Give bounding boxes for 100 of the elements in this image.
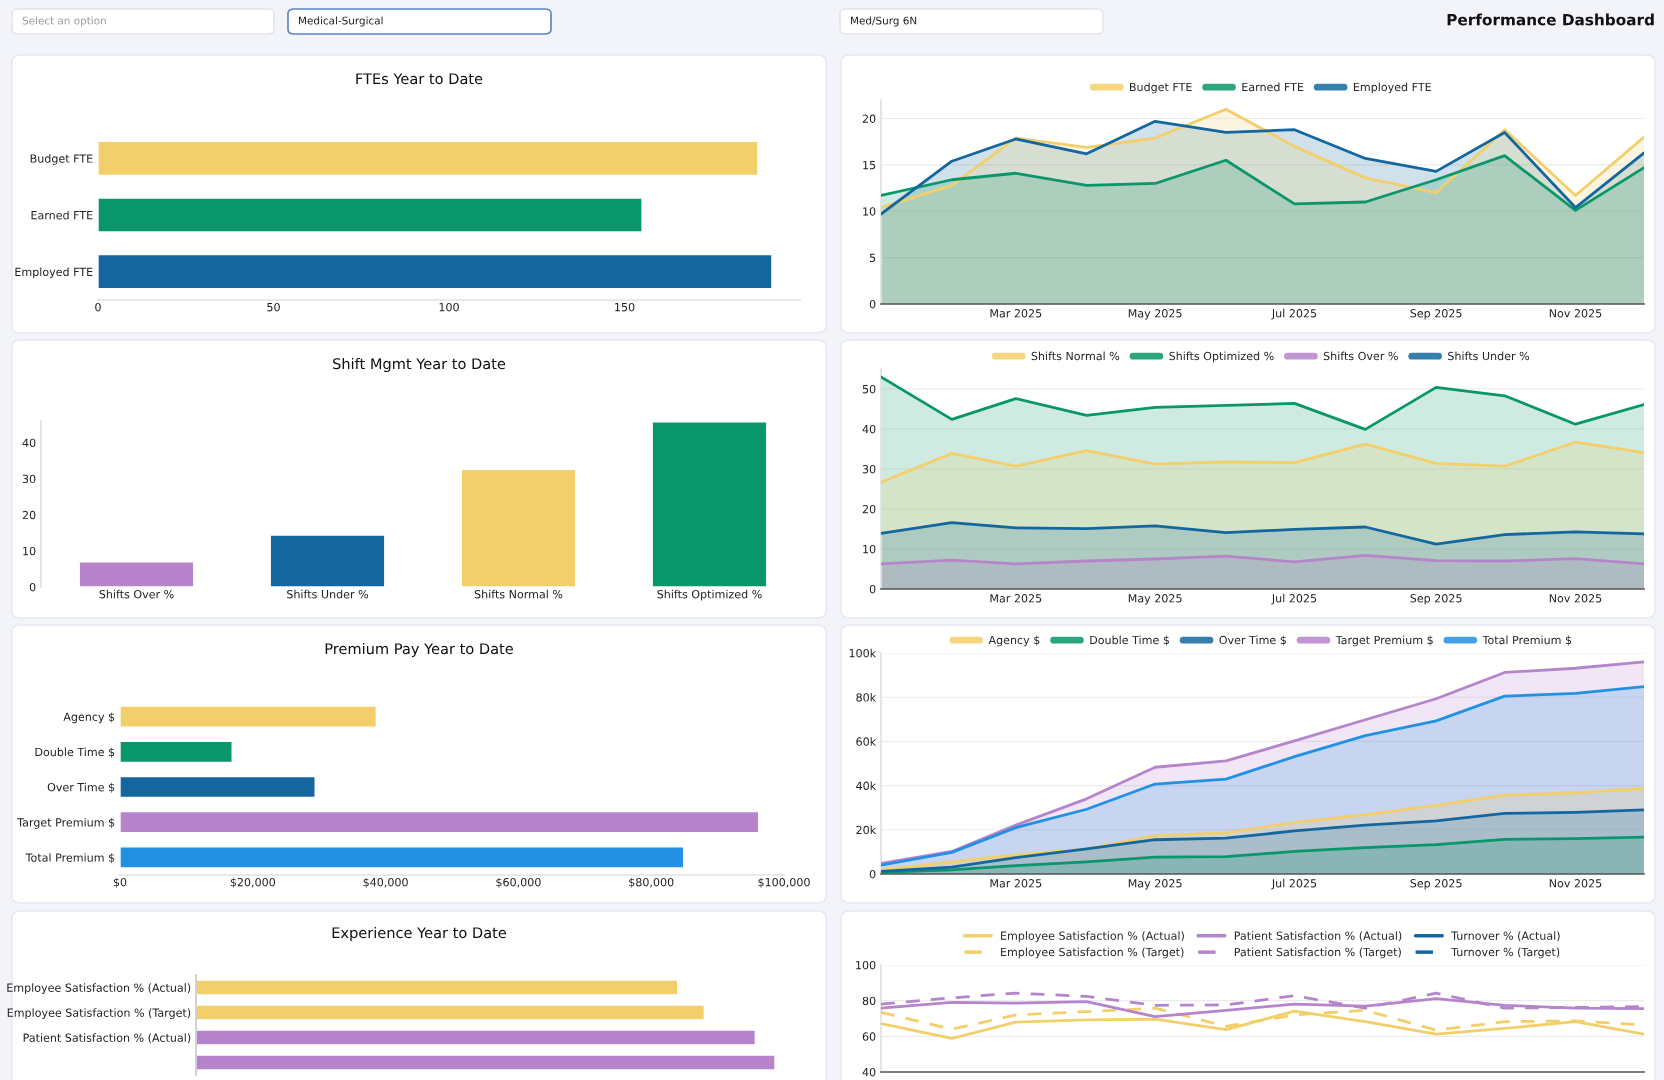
- y-tick-label: 80: [862, 996, 876, 1006]
- y-tick-label: Target Premium $: [17, 817, 115, 829]
- legend-label: Target Premium $: [1335, 635, 1433, 647]
- y-tick-label: 10: [23, 546, 36, 556]
- x-tick-label: Jul 2025: [1271, 878, 1317, 890]
- x-tick-label: $80,000: [629, 877, 674, 888]
- legend-label: Shifts Over %: [1323, 351, 1398, 361]
- legend-label: Employed FTE: [1353, 82, 1431, 94]
- bar: [120, 810, 760, 834]
- bar: [460, 468, 577, 587]
- y-tick-label: Double Time $: [35, 747, 115, 758]
- y-tick-label: 50: [862, 384, 876, 394]
- bar: [98, 253, 773, 290]
- y-tick-label: Employee Satisfaction % (Target): [7, 1008, 191, 1020]
- legend-label: Agency $: [988, 635, 1040, 647]
- x-tick-label: Sep 2025: [1410, 594, 1462, 605]
- text: Med/Surg 6N: [851, 16, 917, 27]
- x-tick-label: Mar 2025: [990, 309, 1042, 318]
- y-tick-label: 30: [862, 464, 876, 474]
- y-tick-label: 20k: [856, 825, 877, 835]
- y-tick-label: Employee Satisfaction % (Actual): [7, 983, 191, 995]
- y-tick-label: Earned FTE: [31, 210, 93, 220]
- line-series: [881, 1009, 1644, 1040]
- y-tick-label: 20: [862, 504, 876, 514]
- x-tick-label: 100: [439, 302, 459, 312]
- legend-label: Shifts Under %: [1448, 351, 1530, 361]
- x-tick-label: Shifts Optimized %: [657, 589, 762, 601]
- legend-label: Patient Satisfaction % (Actual): [1234, 931, 1402, 942]
- y-tick-label: 60k: [856, 737, 877, 746]
- x-tick-label: Nov 2025: [1549, 594, 1602, 603]
- x-tick-label: May 2025: [1128, 594, 1182, 605]
- legend-label: Patient Satisfaction % (Target): [1234, 947, 1401, 959]
- y-tick-label: Agency $: [63, 712, 115, 724]
- chart-title: Shift Mgmt Year to Date: [333, 357, 506, 373]
- x-tick-label: 150: [615, 302, 635, 312]
- bar: [120, 740, 233, 764]
- bar: [120, 775, 316, 799]
- legend-label: Employee Satisfaction % (Target): [1001, 947, 1184, 959]
- chart-title: FTEs Year to Date: [356, 73, 483, 85]
- legend-label: Shifts Optimized %: [1169, 351, 1274, 363]
- y-tick-label: Budget FTE: [30, 154, 93, 165]
- x-tick-label: $0: [113, 877, 127, 888]
- y-tick-label: 100k: [849, 648, 877, 658]
- y-tick-label: 10: [863, 207, 876, 216]
- legend-label: Over Time $: [1219, 635, 1286, 646]
- x-tick-label: 50: [267, 302, 280, 312]
- y-tick-label: 20: [862, 114, 876, 123]
- x-tick-label: May 2025: [1128, 879, 1182, 890]
- x-tick-label: $60,000: [496, 877, 541, 888]
- x-tick-label: Sep 2025: [1410, 879, 1462, 890]
- y-tick-label: 40: [862, 424, 876, 434]
- chart-title: Premium Pay Year to Date: [325, 642, 513, 658]
- y-tick-label: Patient Satisfaction % (Actual): [23, 1033, 191, 1044]
- x-tick-label: Nov 2025: [1549, 879, 1602, 888]
- legend-label: Employee Satisfaction % (Actual): [1001, 931, 1184, 943]
- y-tick-label: 15: [863, 161, 876, 170]
- x-tick-label: $100,000: [758, 877, 810, 888]
- bar: [98, 197, 643, 233]
- x-tick-label: Mar 2025: [990, 879, 1042, 888]
- x-tick-label: Nov 2025: [1549, 309, 1602, 318]
- y-tick-label: 60: [862, 1032, 876, 1041]
- text: Performance Dashboard: [1447, 13, 1654, 26]
- chart-title: Experience Year to Date: [332, 926, 507, 942]
- text: Select an option: [22, 16, 106, 27]
- x-tick-label: $20,000: [230, 877, 276, 888]
- y-tick-label: 40: [862, 1067, 876, 1077]
- y-tick-label: Total Premium $: [25, 853, 115, 864]
- legend-label: Total Premium $: [1482, 635, 1572, 646]
- y-tick-label: 20: [22, 510, 36, 520]
- x-tick-label: $40,000: [363, 877, 408, 888]
- bar: [269, 534, 386, 587]
- legend-label: Earned FTE: [1242, 82, 1304, 92]
- bar: [120, 846, 685, 869]
- y-tick-label: Over Time $: [47, 782, 115, 793]
- y-tick-label: 5: [869, 253, 876, 263]
- x-tick-label: Shifts Over %: [99, 589, 174, 599]
- y-tick-label: 0: [29, 582, 36, 592]
- x-tick-label: Shifts Normal %: [474, 589, 563, 599]
- bar: [98, 140, 759, 177]
- x-tick-label: May 2025: [1128, 309, 1182, 320]
- bar: [120, 705, 377, 728]
- x-tick-label: Sep 2025: [1410, 309, 1462, 320]
- y-tick-label: 30: [22, 474, 36, 484]
- y-tick-label: Employed FTE: [15, 267, 93, 279]
- y-tick-label: 10: [863, 544, 876, 554]
- bar: [78, 561, 195, 587]
- x-tick-label: Mar 2025: [990, 594, 1042, 603]
- legend-label: Turnover % (Target): [1451, 947, 1560, 959]
- legend-label: Budget FTE: [1130, 82, 1192, 94]
- x-tick-label: Jul 2025: [1271, 308, 1317, 320]
- legend-label: Double Time $: [1090, 635, 1169, 646]
- y-tick-label: 40k: [856, 781, 877, 790]
- bar: [651, 421, 768, 587]
- y-tick-label: 80k: [856, 692, 877, 702]
- text: Medical-Surgical: [299, 16, 383, 27]
- y-tick-label: 100: [856, 960, 876, 970]
- legend-label: Shifts Normal %: [1031, 351, 1120, 361]
- x-tick-label: Shifts Under %: [287, 589, 369, 599]
- x-tick-label: Jul 2025: [1271, 593, 1317, 605]
- y-tick-label: 0: [869, 869, 876, 879]
